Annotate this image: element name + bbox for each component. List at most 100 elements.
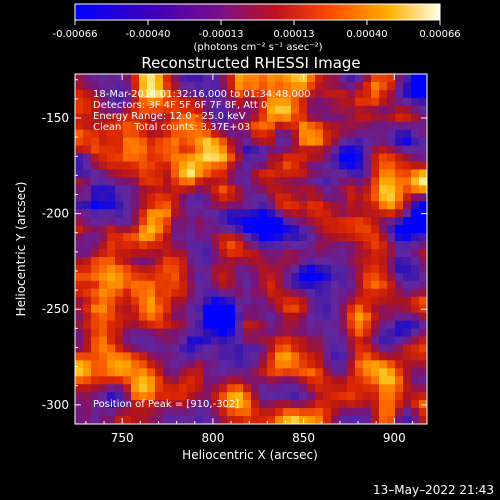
heatmap-cell — [403, 241, 412, 250]
heatmap-cell — [99, 400, 108, 409]
heatmap-cell — [123, 81, 132, 91]
heatmap-cell — [107, 408, 116, 417]
heatmap-cell — [331, 328, 340, 338]
heatmap-cell — [123, 74, 132, 83]
heatmap-cell — [403, 400, 412, 409]
annotation-energy-range: Energy Range: 12.0 - 25.0 keV — [93, 111, 246, 122]
heatmap-cell — [411, 129, 420, 139]
heatmap-cell — [299, 256, 308, 266]
heatmap-cell — [259, 89, 268, 99]
heatmap-cell — [275, 384, 284, 393]
heatmap-cell — [83, 336, 92, 346]
heatmap-cell — [411, 233, 420, 242]
heatmap-cell — [91, 312, 100, 322]
heatmap-cell — [131, 392, 140, 401]
heatmap-cell — [139, 288, 148, 298]
heatmap-cell — [323, 320, 332, 330]
heatmap-cell — [115, 81, 124, 91]
heatmap-cell — [91, 209, 100, 218]
heatmap-cell — [371, 121, 380, 131]
heatmap-cell — [267, 185, 276, 194]
heatmap-cell — [259, 105, 268, 115]
heatmap-cell — [83, 129, 92, 139]
heatmap-cell — [299, 137, 308, 147]
heatmap-cell — [299, 336, 308, 346]
heatmap-cell — [107, 209, 116, 218]
heatmap-cell — [379, 256, 388, 266]
heatmap-cell — [331, 376, 340, 385]
heatmap-cell — [147, 177, 156, 186]
heatmap-cell — [91, 225, 100, 234]
heatmap-cell — [395, 320, 404, 330]
heatmap-cell — [227, 296, 236, 306]
heatmap-cell — [195, 416, 204, 424]
heatmap-cell — [211, 328, 220, 338]
heatmap-cell — [331, 217, 340, 226]
heatmap-cell — [75, 121, 84, 131]
heatmap-cell — [395, 185, 404, 194]
heatmap-cell — [363, 145, 372, 155]
heatmap-cell — [91, 81, 100, 91]
heatmap-cell — [307, 384, 316, 393]
heatmap-cell — [363, 225, 372, 234]
heatmap-cell — [83, 193, 92, 202]
heatmap-cell — [259, 320, 268, 330]
heatmap-cell — [331, 177, 340, 186]
heatmap-cell — [387, 264, 396, 274]
heatmap-cell — [107, 344, 116, 353]
heatmap-cell — [211, 177, 220, 186]
heatmap-cell — [363, 256, 372, 266]
heatmap-cell — [275, 264, 284, 274]
heatmap-cell — [299, 81, 308, 91]
heatmap-cell — [91, 304, 100, 314]
heatmap-cell — [395, 408, 404, 417]
heatmap-cell — [227, 145, 236, 155]
heatmap-cell — [219, 97, 228, 107]
heatmap-cell — [379, 153, 388, 163]
heatmap-cell — [171, 304, 180, 314]
heatmap-cell — [419, 360, 427, 369]
heatmap-cell — [211, 129, 220, 139]
heatmap-cell — [195, 249, 204, 258]
heatmap-cell — [107, 121, 116, 131]
heatmap-cell — [419, 344, 427, 353]
heatmap-cell — [235, 241, 244, 250]
heatmap-cell — [203, 288, 212, 298]
heatmap-cell — [211, 193, 220, 202]
heatmap-cell — [251, 344, 260, 353]
heatmap-cell — [227, 304, 236, 314]
heatmap-cell — [379, 328, 388, 338]
heatmap-cell — [115, 193, 124, 202]
heatmap-cell — [395, 81, 404, 91]
heatmap-cell — [299, 129, 308, 139]
heatmap-cell — [195, 81, 204, 91]
heatmap-cell — [171, 169, 180, 178]
heatmap-cell — [203, 89, 212, 99]
heatmap-cell — [131, 416, 140, 424]
heatmap-cell — [267, 256, 276, 266]
heatmap-cell — [267, 368, 276, 377]
heatmap-cell — [411, 121, 420, 131]
heatmap-cell — [203, 81, 212, 91]
heatmap-cell — [99, 288, 108, 298]
heatmap-cell — [419, 368, 427, 377]
heatmap-cell — [315, 408, 324, 417]
heatmap-cell — [339, 225, 348, 234]
heatmap-cell — [235, 225, 244, 234]
heatmap-cell — [379, 169, 388, 178]
heatmap-cell — [163, 217, 172, 226]
heatmap-cell — [227, 416, 236, 424]
heatmap-cell — [171, 217, 180, 226]
heatmap-cell — [131, 81, 140, 91]
heatmap-cell — [75, 225, 84, 234]
heatmap-cell — [115, 280, 124, 290]
heatmap-cell — [299, 217, 308, 226]
heatmap-cell — [315, 105, 324, 115]
heatmap-cell — [419, 336, 427, 346]
heatmap-cell — [379, 352, 388, 361]
heatmap-cell — [195, 185, 204, 194]
heatmap-cell — [187, 185, 196, 194]
heatmap-cell — [123, 344, 132, 353]
heatmap-cell — [195, 256, 204, 266]
heatmap-cell — [395, 328, 404, 338]
